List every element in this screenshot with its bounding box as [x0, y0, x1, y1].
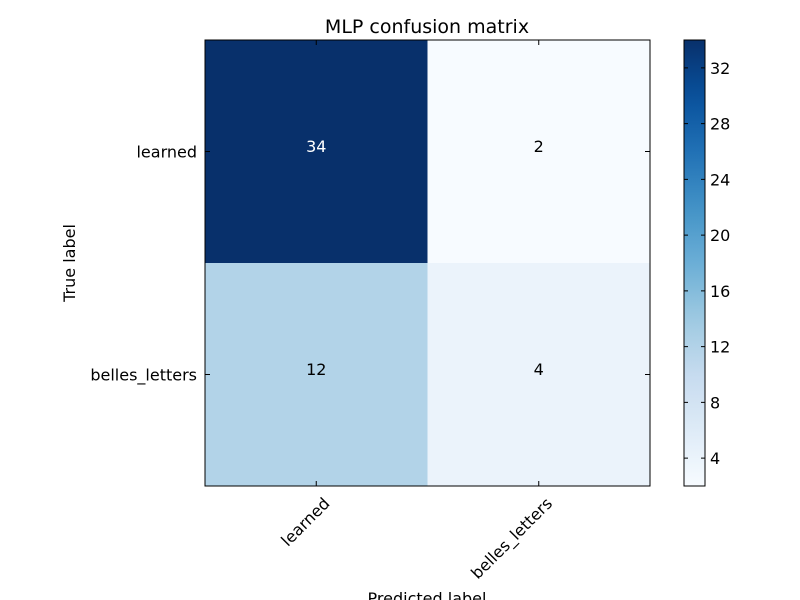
cell-value-label: 12 [306, 360, 326, 379]
heatmap-cell-labels: 34 2 12 4 [306, 137, 544, 379]
colorbar-tick-label: 8 [710, 393, 720, 412]
colorbar-tick-label: 24 [710, 170, 730, 189]
heatmap-cells [205, 40, 650, 486]
x-axis-label: Predicted label [368, 589, 487, 600]
heatmap-cell [205, 40, 428, 263]
cell-value-label: 2 [534, 137, 544, 156]
colorbar-frame [683, 39, 706, 487]
y-tick-label: learned [136, 143, 197, 162]
y-tick-label: belles_letters [90, 366, 197, 386]
colorbar-tick-label: 4 [710, 449, 720, 468]
x-tick-label: learned [277, 494, 333, 550]
heatmap-cell [427, 40, 650, 263]
colorbar-tick-label: 20 [710, 226, 730, 245]
colorbar-ticks: 4 8 12 16 20 24 28 32 [684, 59, 730, 468]
y-axis-label: True label [60, 224, 79, 303]
colorbar-tick-label: 16 [710, 282, 730, 301]
plot-frame [204, 39, 651, 487]
colorbar-tick-label: 28 [710, 115, 730, 134]
chart-title: MLP confusion matrix [325, 16, 529, 38]
x-tick-label: belles_letters [467, 494, 557, 584]
colorbar-tick-label: 32 [710, 59, 730, 78]
cell-value-label: 34 [306, 137, 326, 156]
colorbar-tick-label: 12 [710, 338, 730, 357]
heatmap-cell [205, 263, 428, 486]
y-axis-ticks: learned belles_letters [90, 143, 650, 386]
cell-value-label: 4 [534, 360, 544, 379]
colorbar [684, 40, 705, 486]
heatmap-cell [427, 263, 650, 486]
